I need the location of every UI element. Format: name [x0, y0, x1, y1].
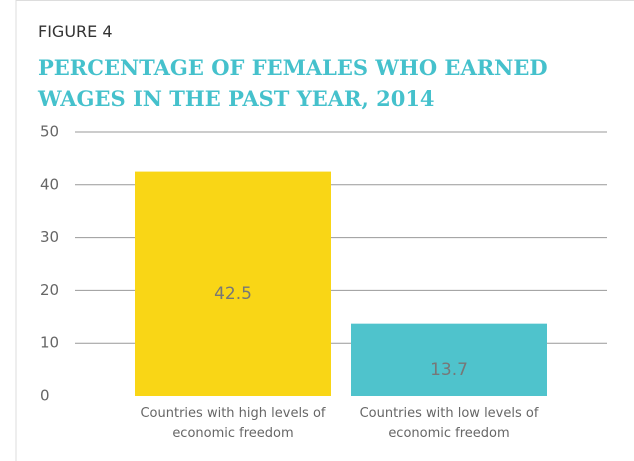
y-tick-label: 20	[40, 281, 59, 299]
y-tick-label: 40	[40, 175, 59, 193]
x-tick-label: Countries with low levels of economic fr…	[359, 406, 539, 441]
y-tick-label: 0	[40, 387, 50, 405]
frame	[15, 0, 634, 461]
y-tick-label: 10	[40, 334, 59, 352]
bar	[351, 323, 547, 396]
y-tick-label: 50	[40, 123, 59, 141]
y-tick-label: 30	[40, 228, 59, 246]
chart-title: PERCENTAGE OF FEMALES WHO EARNED WAGES I…	[38, 55, 548, 111]
bar	[135, 171, 331, 396]
value-label: 13.7	[430, 360, 468, 380]
value-label: 42.5	[214, 284, 252, 304]
figure-label: FIGURE 4	[38, 22, 113, 41]
x-tick-label: Countries with high levels of economic f…	[140, 406, 326, 441]
